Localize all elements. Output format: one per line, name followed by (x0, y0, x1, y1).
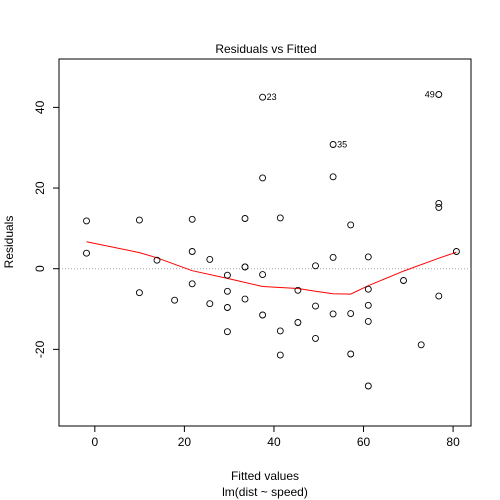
data-point (276, 351, 284, 359)
data-point (259, 93, 267, 101)
data-point (206, 255, 214, 263)
data-point (276, 327, 284, 335)
data-point (364, 382, 372, 390)
data-point (188, 215, 196, 223)
data-point (241, 263, 249, 271)
points-layer: 23 35 49 (83, 90, 460, 390)
data-point (364, 285, 372, 293)
data-point (435, 292, 443, 300)
data-point (435, 199, 443, 207)
data-point (223, 271, 231, 279)
data-point (435, 91, 443, 98)
data-point (135, 289, 143, 297)
chart-title: Residuals vs Fitted (215, 42, 316, 56)
data-point (223, 304, 231, 311)
point-label: 23 (267, 92, 277, 102)
data-point (259, 311, 267, 319)
data-point (329, 173, 337, 181)
data-point (259, 174, 267, 182)
data-point (347, 310, 355, 318)
smooth-trend-line (86, 241, 457, 295)
data-point (364, 301, 372, 309)
data-point (188, 280, 196, 288)
data-point (135, 216, 143, 224)
plot-frame (58, 58, 472, 427)
data-point (206, 300, 214, 308)
data-point (312, 302, 319, 310)
y-tick-label: 20 (33, 181, 47, 195)
data-point (83, 217, 90, 225)
data-point (223, 287, 231, 295)
point-label: 35 (337, 140, 347, 150)
y-tick-label: -20 (33, 340, 47, 358)
y-axis-label: Residuals (2, 216, 16, 269)
x-tick-label: 80 (446, 435, 460, 449)
x-tick-label: 20 (178, 435, 192, 449)
data-point (188, 248, 196, 255)
y-tick-label: 0 (33, 265, 47, 272)
data-point (400, 277, 407, 284)
x-axis-subtitle: lm(dist ~ speed) (222, 485, 308, 499)
x-tick-label: 40 (267, 435, 281, 449)
data-point (364, 317, 372, 325)
data-point (294, 286, 302, 294)
data-point (312, 262, 319, 270)
x-axis: 0 20 40 60 80 (91, 425, 460, 449)
point-label: 49 (425, 90, 435, 100)
data-point (171, 296, 179, 304)
data-point (259, 271, 267, 279)
x-axis-label: Fitted values (231, 469, 299, 483)
data-point (417, 341, 425, 349)
data-point (153, 256, 161, 264)
y-axis: -20 0 20 40 (33, 100, 60, 358)
data-point (241, 295, 249, 303)
data-point (329, 310, 337, 318)
data-point (83, 249, 90, 257)
data-point (241, 215, 249, 222)
x-tick-label: 0 (91, 435, 98, 449)
data-point (452, 248, 460, 255)
data-point (329, 253, 337, 261)
data-point (294, 319, 302, 326)
y-tick-label: 40 (33, 100, 47, 114)
data-point (276, 214, 284, 222)
data-point (364, 253, 372, 261)
data-point (435, 203, 443, 211)
data-point (347, 350, 355, 358)
x-tick-label: 60 (357, 435, 371, 449)
data-point (312, 334, 319, 342)
data-point (347, 221, 355, 229)
data-point (329, 141, 337, 148)
data-point (223, 328, 231, 336)
